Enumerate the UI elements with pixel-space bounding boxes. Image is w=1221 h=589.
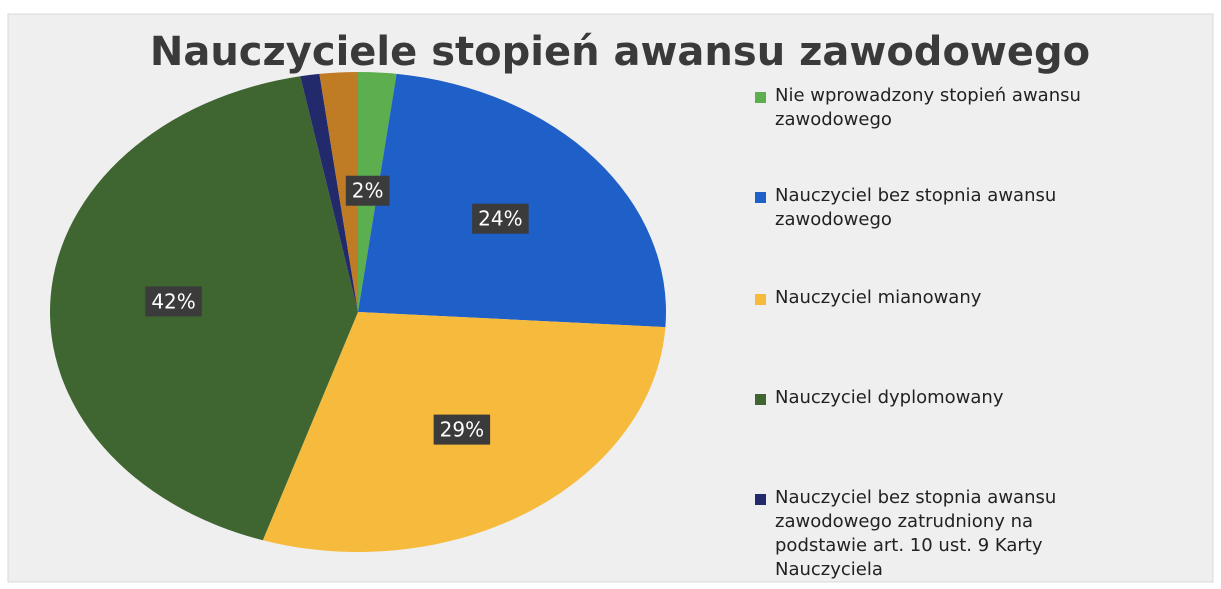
pie-slice <box>50 76 358 541</box>
legend-entry: Nauczyciel dyplomowany <box>755 386 1125 410</box>
data-label-box <box>145 286 202 317</box>
legend-label: Nauczyciel bez stopnia awansu zawodowego… <box>775 487 1057 580</box>
data-label: 2% <box>345 175 390 206</box>
data-label-text: 29% <box>440 418 484 442</box>
legend-swatch <box>755 192 766 203</box>
data-label-text: 24% <box>478 207 522 231</box>
data-label-text: 42% <box>151 289 195 313</box>
data-label: 29% <box>433 414 491 445</box>
data-label-box <box>345 175 390 206</box>
legend-entry: Nie wprowadzony stopień awansu zawodoweg… <box>755 84 1125 132</box>
legend-swatch <box>755 394 766 405</box>
legend-label: Nie wprowadzony stopień awansu zawodoweg… <box>775 85 1081 130</box>
data-label-box <box>433 414 491 445</box>
pie-slice <box>300 73 358 312</box>
data-label: 42% <box>145 286 202 317</box>
legend-label: Nauczyciel mianowany <box>775 287 982 308</box>
legend-label: Nauczyciel dyplomowany <box>775 387 1004 408</box>
legend-label: Nauczyciel bez stopnia awansu zawodowego <box>775 185 1057 230</box>
data-label-text: 2% <box>352 179 384 203</box>
legend-entry: Nauczyciel mianowany <box>755 286 1125 310</box>
pie-slice <box>358 73 666 328</box>
legend-swatch <box>755 494 766 505</box>
legend-entry: Nauczyciel bez stopnia awansu zawodowego <box>755 184 1125 232</box>
data-label: 24% <box>472 203 529 234</box>
legend-swatch <box>755 92 766 103</box>
chart-title: Nauczyciele stopień awansu zawodowego <box>150 29 1090 75</box>
pie-slice <box>319 72 358 312</box>
legend-entry: Nauczyciel bez stopnia awansu zawodowego… <box>755 486 1125 582</box>
data-label-box <box>472 203 529 234</box>
legend-swatch <box>755 294 766 305</box>
